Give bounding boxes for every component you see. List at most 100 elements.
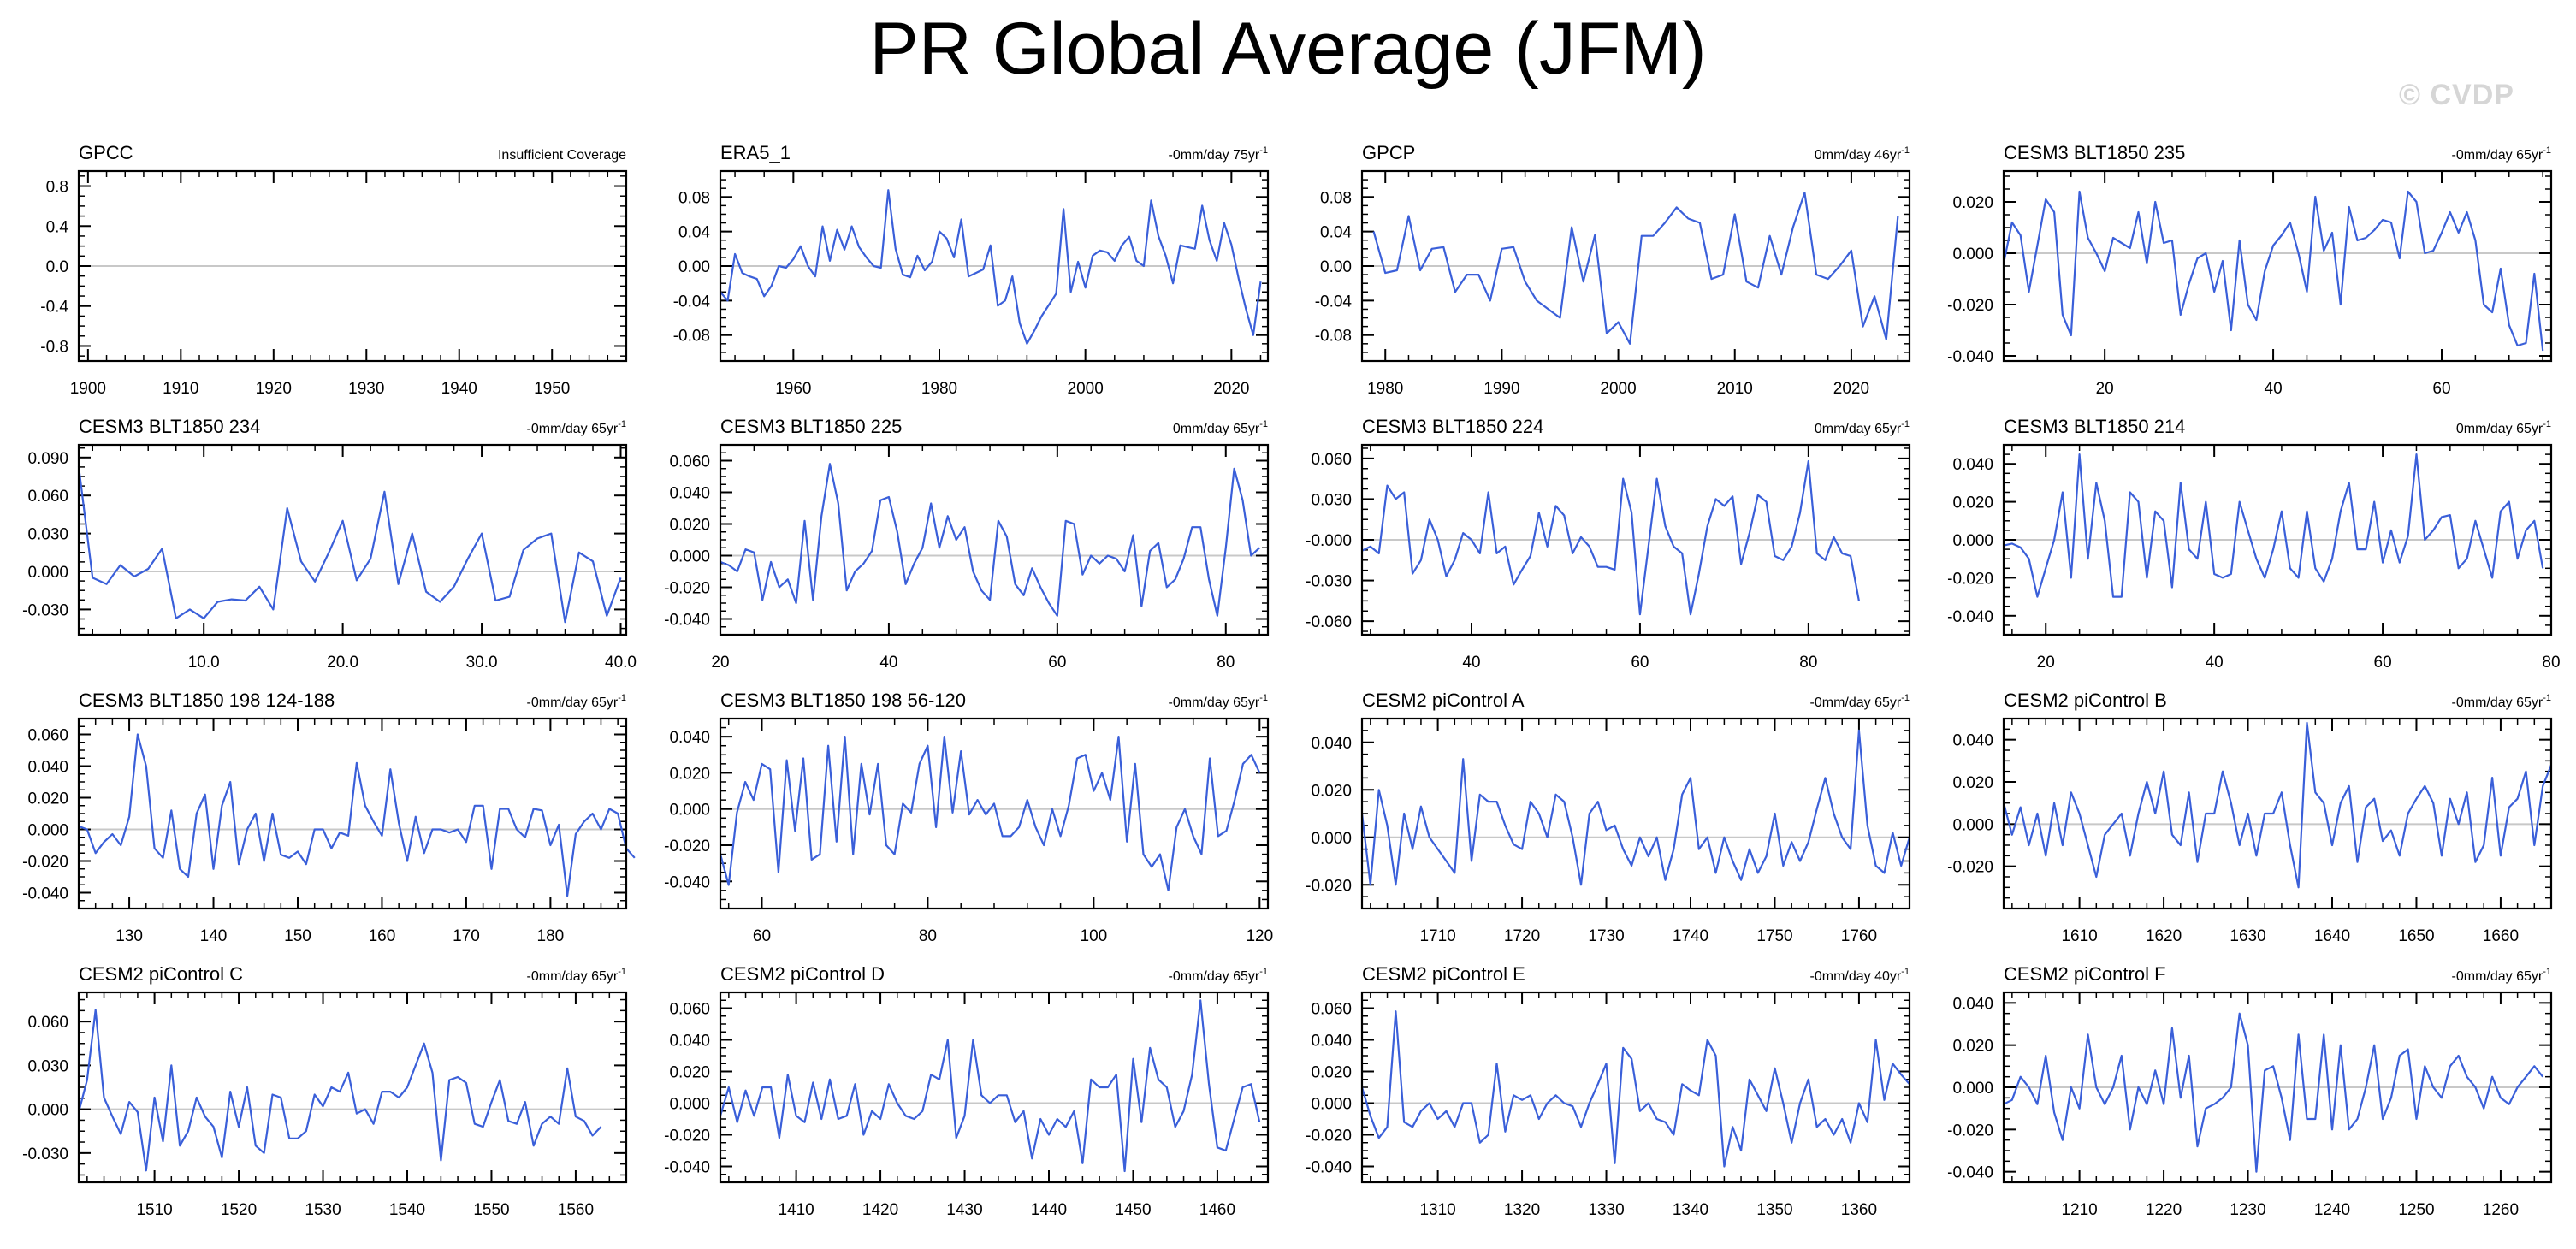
chart-panel-6: 20 40 60 80 0.060 0.040 0.020 0.000 -0.020 -0.040… — [664, 416, 1270, 672]
x-tick-label: 40 — [1462, 654, 1480, 672]
figure-title: PR Global Average (JFM) — [869, 8, 1707, 90]
data-series-line — [2002, 190, 2544, 352]
trend-label-exponent: -1 — [2543, 145, 2551, 156]
trend-label: 0mm/day 65yr-1 — [1815, 419, 1910, 436]
trend-label: -0mm/day 65yr-1 — [2452, 145, 2551, 163]
x-tick-label: 60 — [753, 927, 771, 945]
trend-label-exponent: -1 — [1901, 145, 1910, 156]
x-tick-label: 1760 — [1841, 927, 1877, 945]
x-tick-label: 1980 — [1367, 380, 1403, 398]
plot-frame — [77, 169, 628, 363]
trend-label-exponent: -1 — [2543, 419, 2551, 429]
x-tick-label: 1740 — [1673, 927, 1708, 945]
y-tick-label: 0.000 — [669, 548, 710, 566]
x-tick-label: 60 — [2374, 654, 2392, 672]
panel-title: CESM2 piControl D — [720, 963, 885, 985]
y-tick-label: 0.000 — [1311, 830, 1352, 848]
y-tick-label: 0.000 — [1952, 1080, 1993, 1098]
x-tick-label: 1900 — [70, 380, 106, 398]
y-tick-label: 0.060 — [669, 1001, 710, 1019]
y-tick-label: 0.04 — [1320, 224, 1352, 242]
x-tick-label: 1250 — [2398, 1201, 2434, 1219]
x-tick-label: 1420 — [862, 1201, 898, 1219]
y-tick-label: 0.000 — [27, 1102, 68, 1120]
x-tick-label: 1910 — [163, 380, 198, 398]
y-tick-label: -0.020 — [1306, 877, 1352, 895]
x-tick-label: 1410 — [778, 1201, 814, 1219]
plot-frame — [719, 169, 1270, 363]
panel-title: CESM2 piControl A — [1362, 690, 1525, 711]
y-tick-label: 0.8 — [46, 179, 68, 197]
panel-title: GPCC — [79, 142, 133, 163]
y-tick-label: -0.040 — [664, 612, 710, 630]
y-tick-label: -0.040 — [22, 885, 68, 903]
trend-label: -0mm/day 65yr-1 — [2452, 693, 2551, 710]
y-tick-label: -0.030 — [22, 1145, 68, 1163]
x-tick-label: 20.0 — [327, 654, 358, 672]
x-tick-label: 1320 — [1504, 1201, 1540, 1219]
x-tick-label: 1210 — [2061, 1201, 2097, 1219]
x-tick-label: 2010 — [1717, 380, 1753, 398]
y-tick-label: -0.040 — [1947, 348, 1993, 366]
trend-label: -0mm/day 65yr-1 — [1169, 693, 1268, 710]
y-tick-label: 0.020 — [1952, 194, 1993, 212]
plot-frame — [1360, 443, 1911, 636]
plot-frame — [77, 443, 628, 636]
y-tick-label: 0.000 — [669, 802, 710, 820]
data-series-line — [1360, 1010, 1910, 1168]
y-tick-label: -0.020 — [664, 1128, 710, 1145]
y-tick-label: 0.020 — [27, 790, 68, 808]
x-tick-label: 2020 — [1833, 380, 1869, 398]
data-series-line — [720, 189, 1262, 345]
trend-label: -0mm/day 65yr-1 — [2452, 967, 2551, 984]
trend-label: -0mm/day 40yr-1 — [1810, 967, 1910, 984]
trend-label: Insufficient Coverage — [498, 148, 626, 163]
plot-frame — [1360, 717, 1911, 910]
y-tick-label: 0.030 — [27, 1057, 68, 1075]
y-tick-label: -0.4 — [40, 299, 68, 317]
trend-label-exponent: -1 — [1259, 693, 1268, 703]
data-series-line — [1372, 192, 1899, 345]
x-tick-label: 2020 — [1213, 380, 1249, 398]
y-tick-label: 0.040 — [27, 759, 68, 777]
y-tick-label: -0.040 — [664, 1159, 710, 1177]
y-tick-label: 0.060 — [27, 1014, 68, 1032]
x-tick-label: 1630 — [2230, 927, 2265, 945]
x-tick-label: 1710 — [1419, 927, 1455, 945]
panel-title: GPCP — [1362, 142, 1415, 163]
x-tick-label: 80 — [2542, 654, 2560, 672]
x-tick-label: 20 — [2096, 380, 2114, 398]
y-tick-label: 0.08 — [678, 189, 710, 207]
x-tick-label: 80 — [1217, 654, 1235, 672]
y-tick-label: 0.030 — [1311, 491, 1352, 509]
y-tick-label: 0.0 — [46, 258, 68, 276]
chart-panel-3: 1980 1990 2000 2010 2020 0.08 0.04 0.00 -0.04 -0.… — [1315, 142, 1911, 398]
y-tick-label: -0.04 — [1315, 293, 1353, 311]
chart-panel-15: 1310 1320 1330 1340 1350 1360 0.060 0.040 0.020 0… — [1306, 963, 1911, 1219]
trend-label-exponent: -1 — [618, 967, 626, 977]
x-tick-label: 1310 — [1419, 1201, 1455, 1219]
x-tick-label: 20 — [711, 654, 729, 672]
x-tick-label: 1660 — [2483, 927, 2519, 945]
trend-label-exponent: -1 — [1901, 419, 1910, 429]
trend-label: 0mm/day 65yr-1 — [2456, 419, 2551, 436]
x-tick-label: 1220 — [2146, 1201, 2182, 1219]
plot-frame — [1360, 991, 1911, 1184]
panel-title: CESM3 BLT1850 198 124-188 — [79, 690, 335, 711]
y-tick-label: 0.020 — [1952, 494, 1993, 512]
x-tick-label: 1930 — [348, 380, 384, 398]
x-tick-label: 130 — [115, 927, 143, 945]
x-tick-label: 1980 — [921, 380, 957, 398]
x-tick-label: 1510 — [136, 1201, 172, 1219]
x-tick-label: 1560 — [558, 1201, 594, 1219]
panel-title: CESM3 BLT1850 198 56-120 — [720, 690, 966, 711]
y-tick-label: -0.030 — [22, 601, 68, 619]
y-tick-label: 0.04 — [678, 224, 710, 242]
plot-frame — [77, 991, 628, 1184]
trend-label: 0mm/day 46yr-1 — [1815, 145, 1910, 163]
data-series-line — [1360, 729, 1911, 886]
x-tick-label: 60 — [1048, 654, 1066, 672]
panel-title: CESM3 BLT1850 235 — [2004, 142, 2185, 163]
